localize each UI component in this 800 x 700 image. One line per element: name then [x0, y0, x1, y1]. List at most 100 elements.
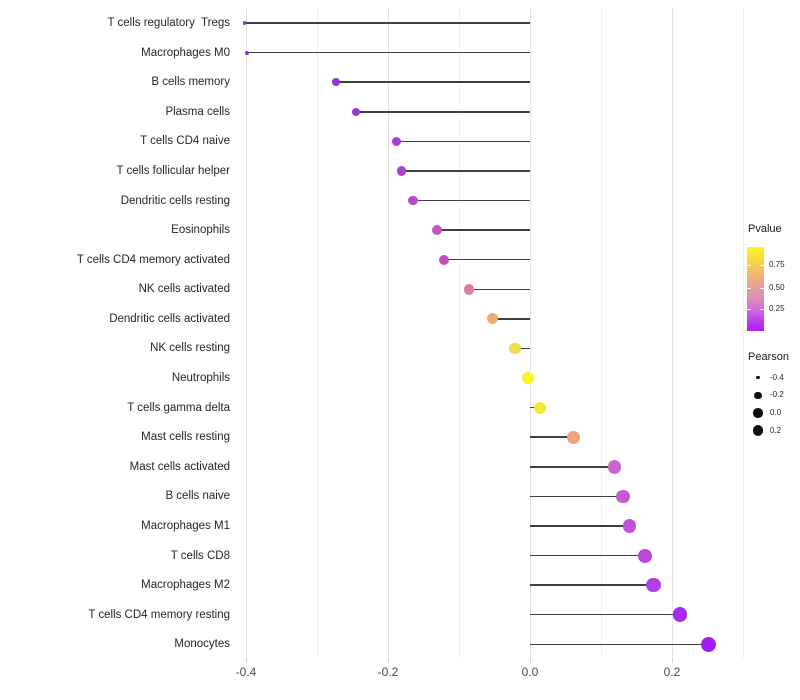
stem-line [412, 199, 530, 202]
category-label: Mast cells resting [141, 431, 230, 444]
x-tick-label: -0.2 [377, 665, 399, 679]
data-point [566, 430, 580, 444]
size-key-label: 0.2 [770, 425, 782, 435]
data-point [431, 225, 443, 236]
colorbar-tick [747, 264, 751, 266]
stem-line [444, 258, 530, 261]
stem-line [336, 81, 530, 83]
stem-line [530, 436, 574, 438]
data-point [486, 313, 498, 325]
pvalue-colorbar [747, 247, 764, 331]
data-point [244, 50, 249, 55]
size-key-label: -0.2 [770, 390, 784, 400]
category-label: Plasma cells [165, 105, 230, 118]
minor-gridline [458, 8, 460, 659]
stem-line [468, 288, 530, 290]
colorbar-tick [747, 308, 751, 310]
size-key-dot [754, 391, 762, 399]
category-label: T cells CD4 memory activated [76, 253, 230, 266]
stem-line [246, 51, 530, 54]
data-point [646, 578, 661, 593]
data-point [701, 636, 717, 652]
major-gridline [387, 8, 389, 659]
data-point [521, 372, 534, 384]
data-point [396, 166, 407, 176]
stem-line [530, 466, 615, 468]
stem-line [244, 22, 530, 24]
size-key-dot [753, 408, 763, 418]
category-label: T cells CD8 [170, 549, 230, 562]
category-label: Monocytes [174, 638, 230, 651]
colorbar-tick [760, 308, 764, 310]
category-label: T cells regulatory Tregs [107, 17, 230, 29]
stem-line [530, 584, 654, 586]
stem-line [530, 525, 630, 527]
stem-line [530, 613, 680, 616]
colorbar-tick [760, 287, 764, 289]
colorbar-tick-label: 0.50 [769, 282, 785, 292]
size-key-label: 0.0 [770, 407, 782, 417]
category-label: B cells naive [165, 490, 230, 503]
x-axis-tick [387, 659, 389, 663]
minor-gridline [316, 8, 318, 659]
colorbar-tick [747, 287, 751, 289]
data-point [408, 195, 418, 206]
data-point [352, 107, 361, 116]
stem-line [401, 170, 530, 172]
minor-gridline [600, 8, 602, 659]
size-key-label: -0.4 [770, 372, 784, 382]
category-label: T cells follicular helper [116, 164, 230, 177]
category-label: Eosinophils [171, 224, 230, 237]
stem-line [396, 140, 530, 143]
pvalue-legend-title: Pvalue [748, 223, 782, 235]
data-point [391, 136, 402, 146]
major-gridline [529, 8, 531, 659]
category-label: Neutrophils [171, 372, 230, 385]
major-gridline [245, 8, 247, 659]
data-point [607, 460, 622, 474]
colorbar-tick [760, 264, 764, 266]
size-key-dot [752, 425, 764, 436]
category-label: T cells CD4 naive [140, 135, 230, 148]
x-tick-label: -0.4 [235, 665, 257, 679]
category-label: Mast cells activated [129, 460, 230, 473]
data-point [533, 401, 547, 414]
category-label: NK cells activated [138, 283, 230, 296]
x-axis-tick [245, 659, 247, 663]
stem-line [515, 347, 530, 350]
stem-line [530, 643, 709, 646]
size-key-dot [756, 375, 760, 380]
data-point [509, 342, 521, 355]
major-gridline [671, 8, 673, 659]
stem-line [530, 554, 646, 557]
minor-gridline [742, 8, 744, 659]
data-point [638, 548, 653, 563]
pearson-legend-title: Pearson [748, 351, 789, 363]
category-label: Macrophages M0 [141, 46, 230, 59]
category-label: Macrophages M1 [141, 519, 230, 532]
category-label: Dendritic cells activated [109, 312, 230, 325]
category-label: B cells memory [151, 76, 230, 89]
data-point [438, 254, 450, 265]
category-label: Macrophages M2 [141, 579, 230, 592]
data-point [622, 519, 637, 533]
stem-line [492, 318, 530, 320]
x-tick-label: 0.2 [663, 665, 681, 679]
category-label: Dendritic cells resting [120, 194, 230, 207]
stem-line [436, 229, 530, 231]
category-label: T cells gamma delta [127, 401, 230, 414]
data-point [332, 78, 340, 86]
data-point [463, 283, 475, 295]
colorbar-tick-label: 0.25 [769, 303, 785, 313]
stem-line [356, 111, 530, 113]
category-label: T cells CD4 memory resting [88, 608, 230, 621]
x-axis-tick [671, 659, 673, 663]
x-axis-tick [529, 659, 531, 663]
data-point [242, 21, 247, 25]
colorbar-tick-label: 0.75 [769, 259, 785, 269]
stem-line [530, 495, 623, 498]
category-label: NK cells resting [150, 342, 230, 355]
x-tick-label: 0.0 [521, 665, 539, 679]
data-point [616, 489, 630, 504]
